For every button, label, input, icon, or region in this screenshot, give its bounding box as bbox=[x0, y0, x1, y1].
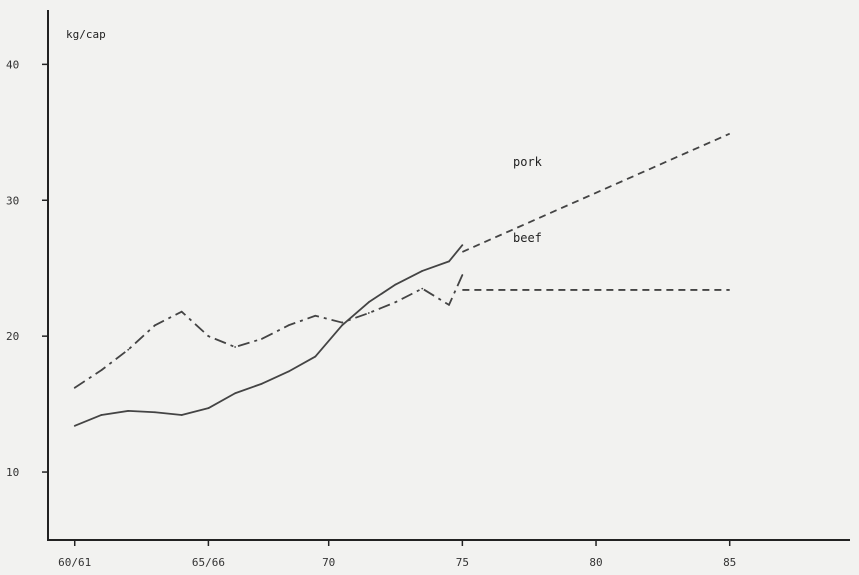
beef-data-point bbox=[154, 324, 156, 327]
series-beef bbox=[73, 274, 730, 389]
chart-axes: kg/cap bbox=[47, 10, 850, 541]
x-tick-label: 60/61 bbox=[58, 556, 91, 569]
x-tick-label: 80 bbox=[589, 556, 602, 569]
y-tick-label: 20 bbox=[6, 330, 19, 343]
y-axis-unit-label: kg/cap bbox=[66, 28, 106, 41]
pork-data-point bbox=[73, 424, 76, 427]
beef-data-point bbox=[73, 386, 76, 389]
tick-group: 60/61 65/66 70 75 80 85 10 20 30 40 bbox=[6, 58, 736, 569]
pork-data-point bbox=[287, 370, 290, 373]
beef-data-point bbox=[367, 312, 370, 314]
pork-data-point bbox=[127, 409, 130, 412]
x-tick-label: 70 bbox=[322, 556, 335, 569]
series-group: pork beef bbox=[73, 132, 731, 427]
beef-data-point bbox=[461, 274, 464, 276]
pork-data-point bbox=[367, 301, 370, 304]
pork-data-point bbox=[180, 414, 183, 416]
beef-actual-line bbox=[74, 274, 464, 389]
beef-data-point bbox=[448, 303, 450, 306]
beef-data-point bbox=[394, 301, 397, 304]
pork-data-point bbox=[421, 270, 424, 272]
x-tick-label: 65/66 bbox=[192, 556, 225, 569]
y-tick-label: 10 bbox=[6, 466, 19, 479]
beef-data-point bbox=[180, 310, 183, 313]
beef-data-point bbox=[421, 287, 424, 290]
x-tick-label: 75 bbox=[456, 556, 469, 569]
pork-data-point bbox=[461, 244, 464, 247]
pork-data-point bbox=[207, 407, 210, 410]
pork-data-point bbox=[154, 411, 156, 414]
pork-series-label: pork bbox=[513, 155, 543, 169]
beef-series-label: beef bbox=[513, 231, 542, 245]
beef-data-point bbox=[287, 324, 290, 327]
pork-data-point bbox=[394, 283, 397, 286]
pork-data-point bbox=[260, 382, 263, 385]
pork-data-point bbox=[448, 260, 450, 263]
pork-actual-line bbox=[74, 244, 464, 427]
beef-data-point bbox=[127, 348, 130, 351]
pork-data-point bbox=[341, 324, 343, 327]
pork-data-point bbox=[314, 355, 317, 358]
beef-data-point bbox=[100, 369, 103, 372]
beef-data-point bbox=[260, 337, 263, 340]
beef-data-point bbox=[341, 321, 343, 324]
y-tick-label: 40 bbox=[6, 58, 19, 71]
beef-data-point bbox=[234, 346, 237, 348]
beef-data-point bbox=[207, 335, 210, 338]
beef-data-point bbox=[314, 314, 317, 317]
pork-projection-line bbox=[462, 132, 731, 253]
y-tick-label: 30 bbox=[6, 194, 19, 207]
series-pork bbox=[73, 132, 731, 427]
x-tick-label: 85 bbox=[723, 556, 736, 569]
pork-data-point bbox=[234, 392, 237, 395]
pork-data-point bbox=[100, 414, 103, 416]
